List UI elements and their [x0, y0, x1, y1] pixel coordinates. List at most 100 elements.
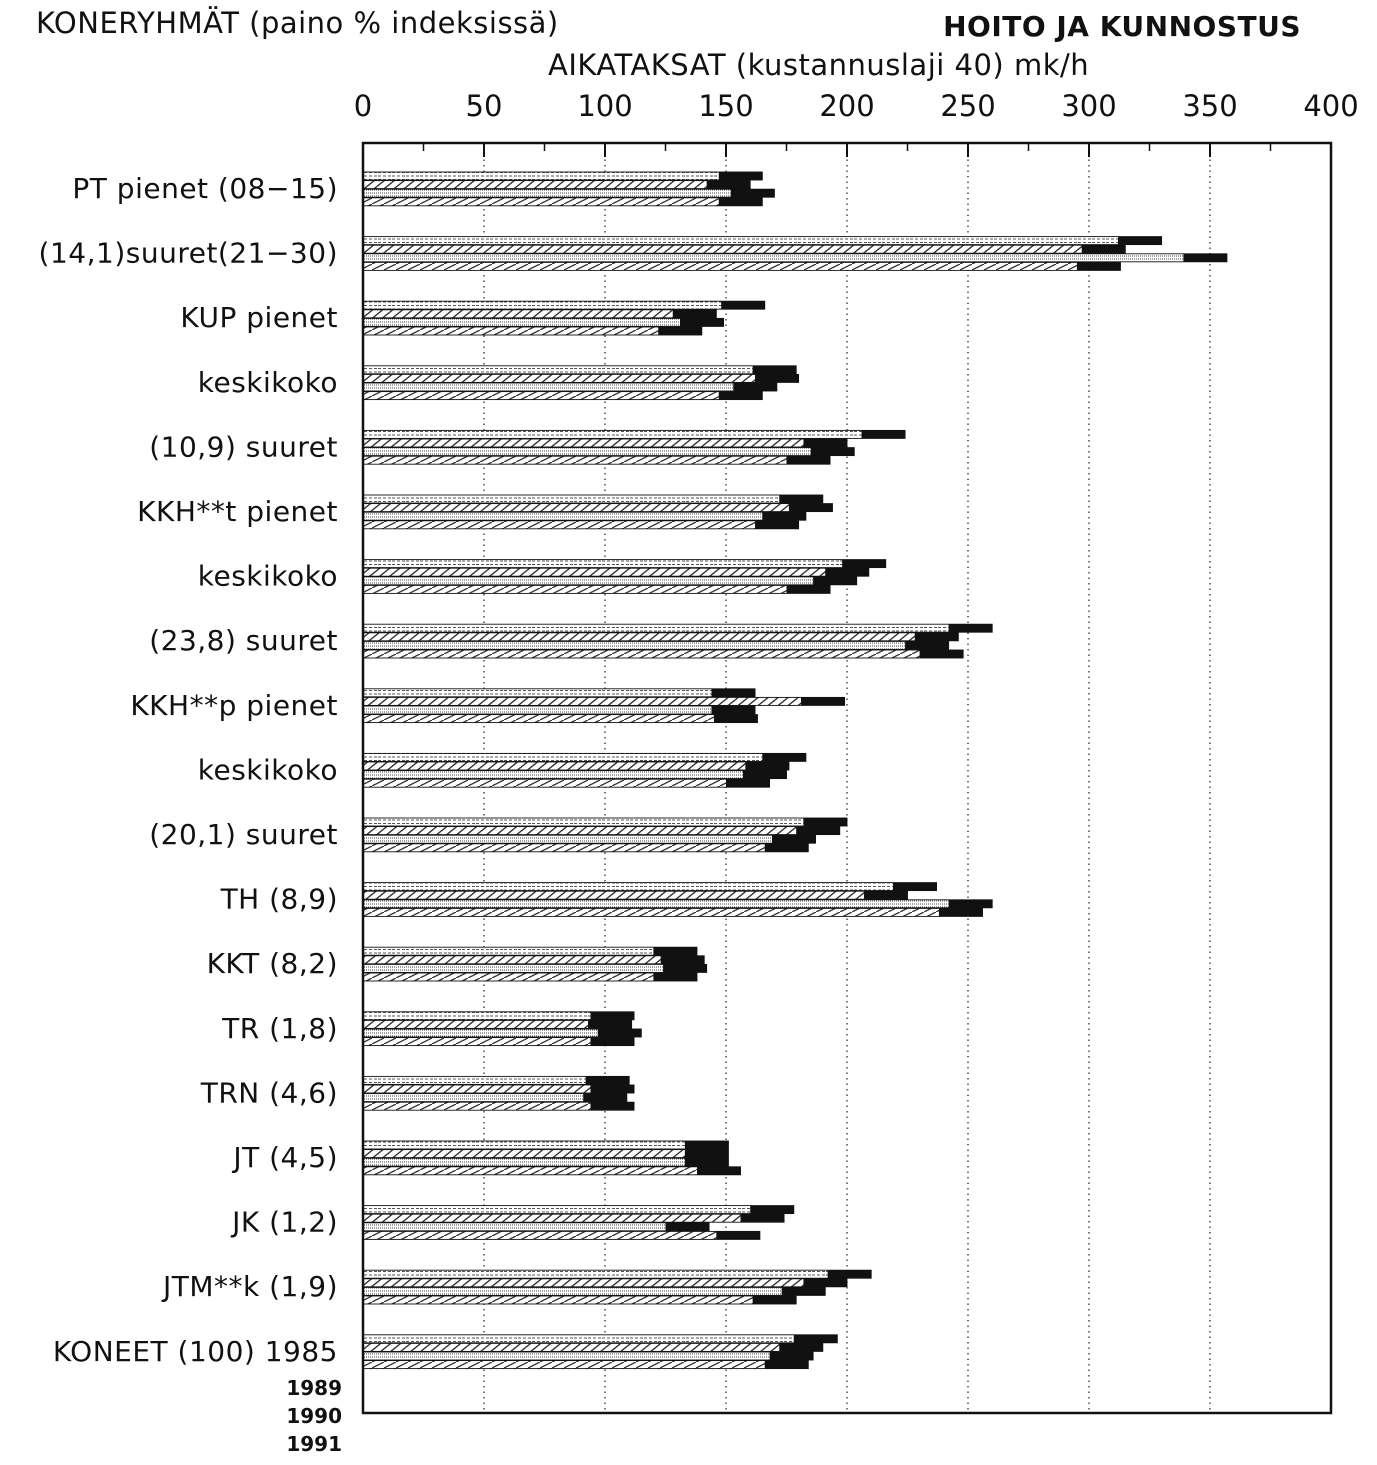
- bar-end-1985: [842, 559, 886, 568]
- bar-end-1990: [583, 1093, 627, 1102]
- bar-end-1991: [752, 1296, 797, 1304]
- bar-end-1989: [588, 1020, 632, 1029]
- bar-end-1990: [663, 964, 707, 973]
- bar-end-1985: [762, 753, 806, 762]
- bar-end-1991: [755, 520, 799, 529]
- bar-1991: [362, 520, 800, 530]
- bar-1985: [362, 623, 993, 633]
- bar-1990: [362, 382, 778, 392]
- bar-end-1990: [905, 641, 949, 650]
- bar-1990: [362, 1157, 729, 1167]
- bar-end-1991: [786, 585, 831, 594]
- bar-end-1989: [863, 891, 908, 900]
- bar-end-1989: [801, 697, 845, 706]
- bar-1990: [362, 576, 858, 586]
- bar-end-1991: [718, 391, 763, 400]
- bar-1991: [362, 1295, 797, 1305]
- bar-end-1985: [803, 818, 847, 826]
- chart-left-title: KONERYHMÄT (paino % indeksissä): [36, 6, 559, 40]
- bar-1990: [362, 640, 950, 650]
- bar-1989: [362, 1278, 848, 1288]
- bar-end-1989: [672, 309, 717, 318]
- x-tick-label: 400: [1303, 89, 1358, 123]
- bar-end-1990: [948, 899, 993, 908]
- bar-end-1990: [733, 383, 777, 391]
- bar-1985: [362, 688, 756, 698]
- bar-1985: [362, 300, 766, 310]
- bar-end-1991: [718, 197, 763, 206]
- bar-end-1991: [726, 779, 770, 788]
- chart-title: HOITO JA KUNNOSTUS: [943, 10, 1301, 43]
- bar-end-1991: [919, 650, 964, 658]
- bar-end-1989: [740, 1214, 785, 1223]
- bar-1990: [362, 899, 993, 909]
- year-label: 1989: [286, 1376, 342, 1400]
- bar-1991: [362, 649, 964, 659]
- bar-end-1985: [721, 301, 765, 310]
- bar-1985: [362, 752, 807, 762]
- bar-end-1985: [779, 495, 823, 503]
- bar-end-1985: [711, 688, 756, 697]
- bar-end-1985: [861, 430, 906, 439]
- x-tick-label: 0: [354, 89, 372, 123]
- year-label: 1991: [286, 1432, 342, 1456]
- bar-end-1990: [1183, 253, 1227, 262]
- bar-1991: [362, 972, 698, 982]
- bar-end-1985: [750, 1205, 794, 1214]
- bar-1985: [362, 236, 1163, 246]
- bar-1991: [362, 261, 1121, 271]
- bar-end-1990: [781, 1287, 826, 1296]
- category-label: keskikoko: [198, 560, 338, 593]
- category-label: (20,1) suuret: [149, 818, 338, 851]
- bar-1985: [362, 429, 906, 439]
- bar-end-1991: [590, 1037, 635, 1046]
- bar-end-1989: [684, 1149, 729, 1158]
- bar-1985: [362, 1334, 838, 1344]
- bar-1991: [362, 1166, 741, 1176]
- bar-end-1991: [938, 908, 983, 917]
- x-tick-label: 350: [1182, 89, 1237, 123]
- bar-end-1991: [696, 1166, 741, 1175]
- x-tick-label: 300: [1061, 89, 1116, 123]
- bar-end-1985: [892, 882, 937, 891]
- bar-1991: [362, 714, 758, 724]
- year-label: 1990: [286, 1404, 342, 1428]
- bar-end-1985: [827, 1270, 872, 1279]
- category-label: KUP pienet: [180, 301, 338, 334]
- bar-1985: [362, 817, 848, 827]
- bar-1985: [362, 1140, 729, 1150]
- bar-end-1985: [653, 947, 697, 956]
- bar-1989: [362, 1342, 824, 1352]
- bar-1989: [362, 955, 705, 965]
- x-tick-label: 150: [698, 89, 753, 123]
- bar-1990: [362, 317, 725, 327]
- bar-1989: [362, 826, 841, 836]
- category-label: (23,8) suuret: [149, 624, 338, 657]
- bar-end-1985: [752, 365, 797, 374]
- bar-end-1985: [585, 1076, 630, 1085]
- bar-end-1985: [718, 172, 763, 180]
- category-label: TRN (4,6): [200, 1076, 338, 1109]
- bar-end-1985: [1118, 236, 1162, 245]
- bar-end-1985: [684, 1141, 729, 1149]
- bars: [362, 171, 1228, 1370]
- x-tick-label: 200: [819, 89, 874, 123]
- bar-end-1991: [658, 327, 702, 335]
- bar-end-1985: [793, 1334, 838, 1343]
- bar-end-1989: [796, 826, 840, 835]
- bar-end-1991: [786, 456, 831, 465]
- x-tick-label: 100: [577, 89, 632, 123]
- bar-1989: [362, 632, 959, 642]
- bar-1989: [362, 1213, 785, 1223]
- bar-end-1989: [803, 1278, 847, 1287]
- bar-1989: [362, 438, 848, 448]
- bar-end-1990: [771, 835, 816, 844]
- bar-1990: [362, 1286, 826, 1296]
- bar-end-1991: [590, 1102, 635, 1111]
- bar-end-1989: [803, 439, 847, 447]
- bar-1985: [362, 171, 763, 181]
- bar-end-1991: [716, 1231, 760, 1240]
- bar-1991: [362, 1230, 761, 1240]
- bar-1991: [362, 584, 831, 594]
